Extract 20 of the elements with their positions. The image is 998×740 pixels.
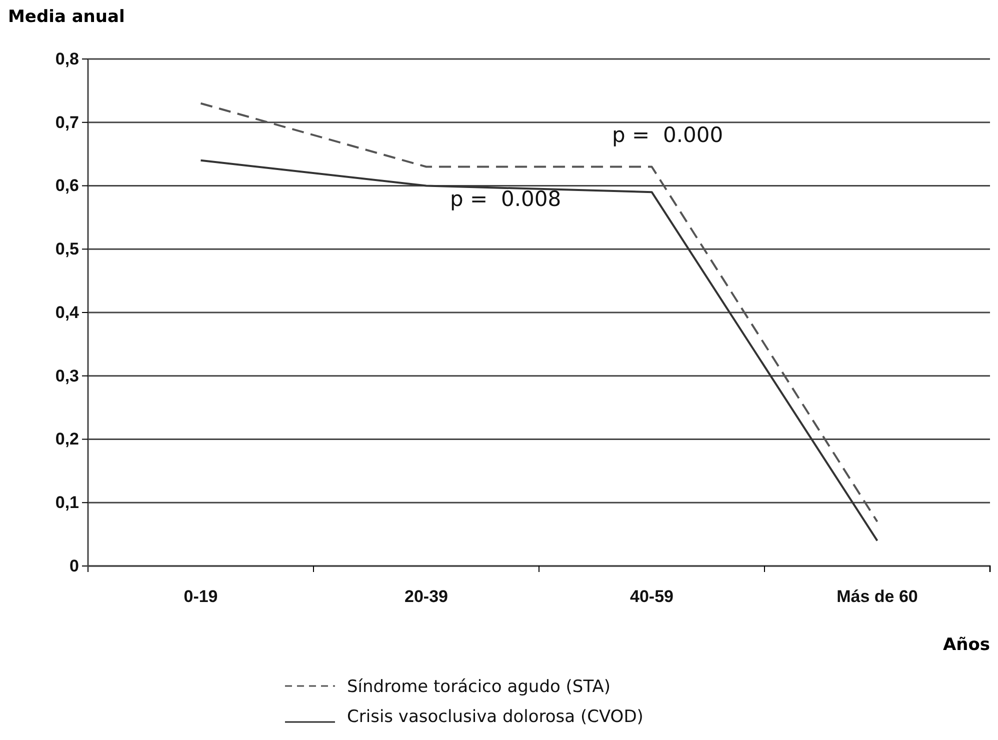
y-tick-label: 0,7: [55, 112, 79, 132]
y-tick-label: 0,3: [55, 366, 79, 386]
line-series: [200, 159, 878, 542]
y-tick-label: 0,1: [55, 493, 79, 512]
annotation: p = 0.008: [450, 187, 562, 211]
y-tick-label: 0,6: [55, 176, 79, 196]
y-tick-label: 0: [70, 556, 79, 576]
legend-label: Síndrome torácico agudo (STA): [347, 677, 611, 697]
x-tick-label: Más de 60: [836, 587, 918, 606]
annotation: p = 0.000: [612, 123, 724, 147]
y-tick-label: 0,2: [55, 430, 79, 449]
x-axis-title: Años: [942, 635, 990, 655]
y-tick-label: 0,5: [55, 240, 79, 259]
x-tick-label: 40-59: [630, 587, 674, 606]
y-tick-label: 0,4: [55, 302, 80, 322]
y-axis-title: Media anual: [8, 7, 125, 27]
x-tick-label: 0-19: [184, 587, 218, 606]
legend-label: Crisis vasoclusiva dolorosa (CVOD): [347, 707, 644, 727]
y-tick-label: 0,8: [55, 49, 79, 68]
x-tick-label: 20-39: [404, 587, 448, 606]
